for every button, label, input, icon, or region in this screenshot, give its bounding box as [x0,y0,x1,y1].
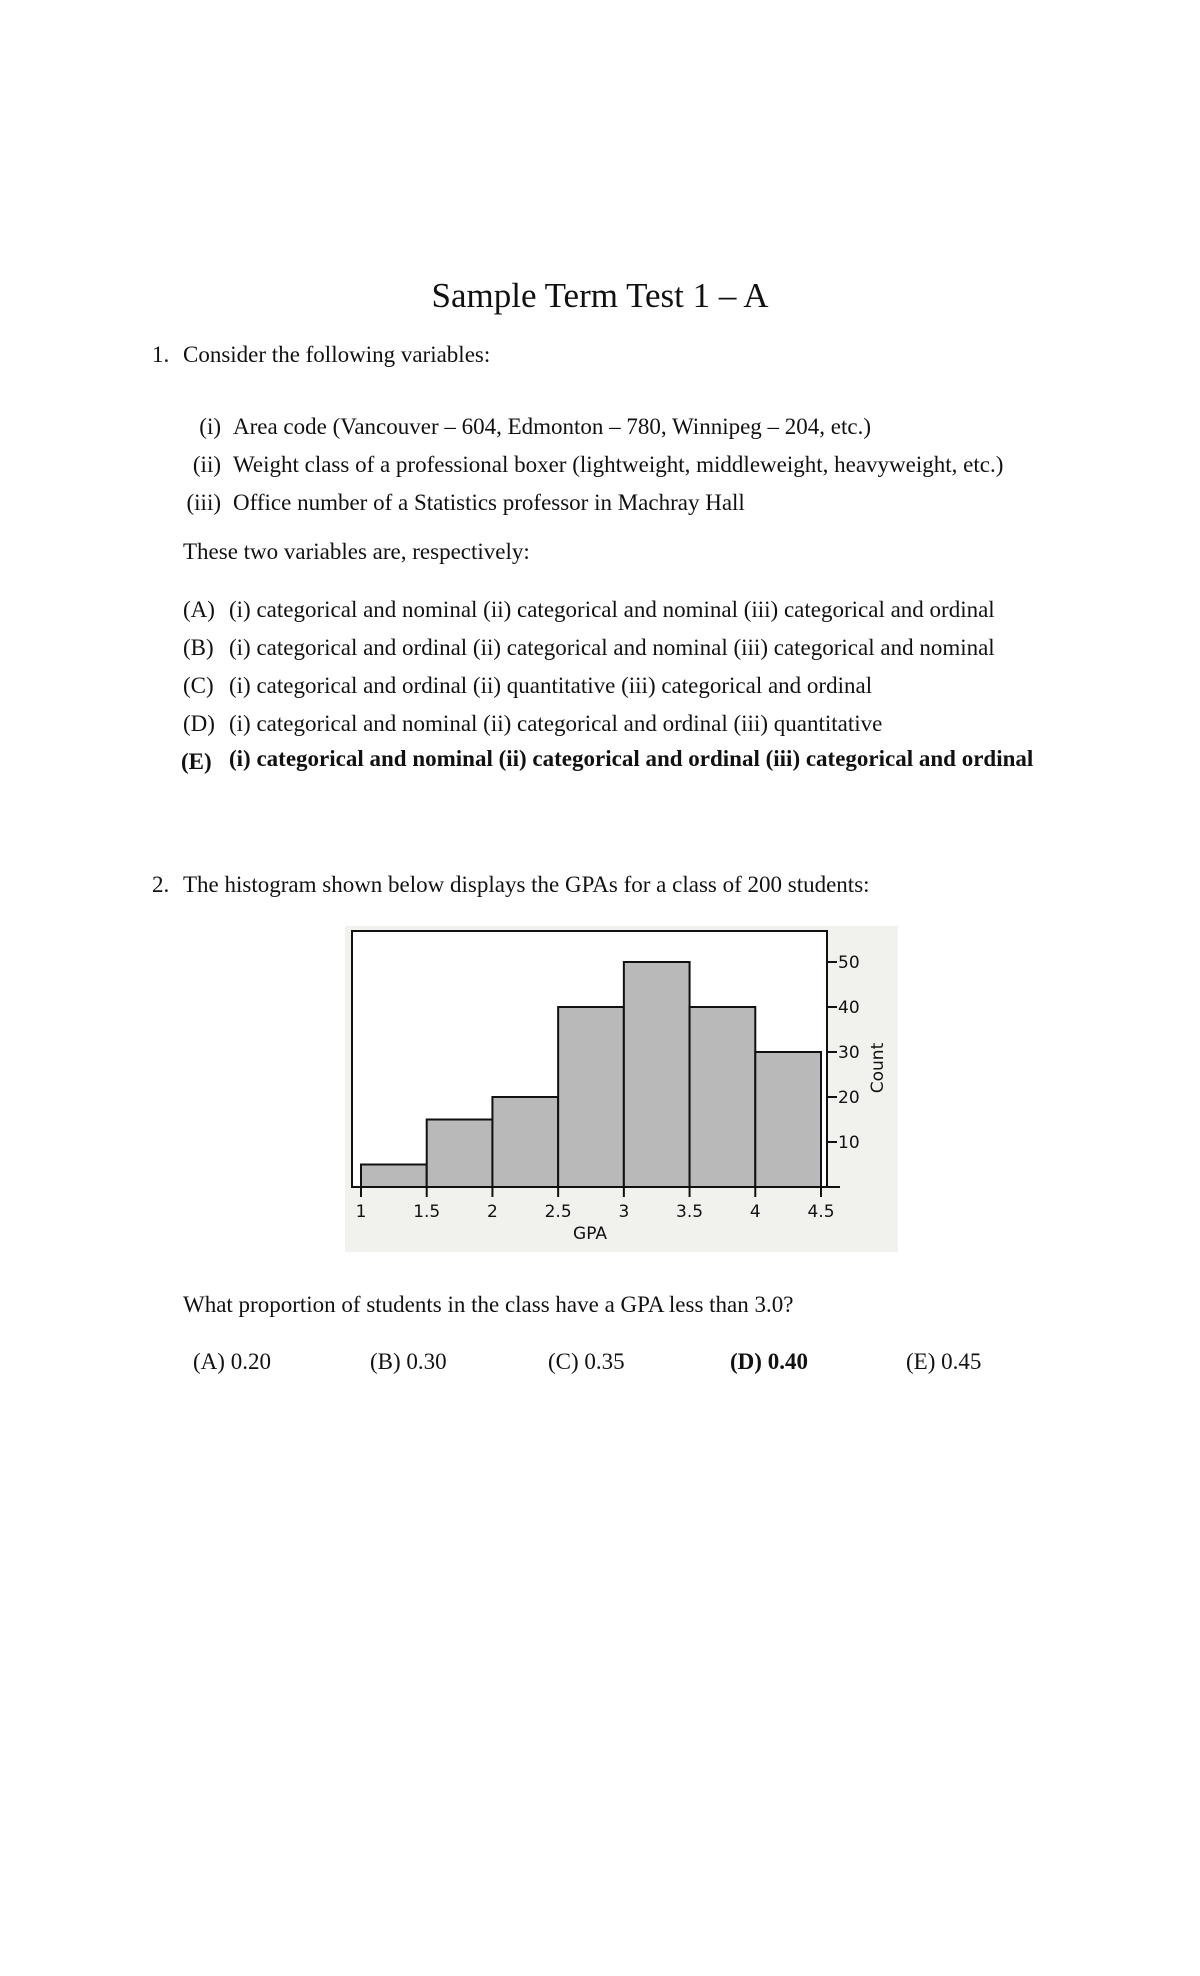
q1-item-text: Area code (Vancouver – 604, Edmonton – 7… [233,414,872,439]
q2-option-text: 0.20 [230,1349,271,1374]
x-tick-label: 1 [356,1202,367,1222]
q1-item-text: Office number of a Statistics professor … [233,490,745,515]
x-tick-label: 4 [750,1202,761,1222]
q2-option-c: (C) 0.35 [548,1350,625,1373]
q1-option-text: (i) categorical and nominal (ii) categor… [229,711,883,736]
x-axis-label: GPA [573,1224,607,1244]
q2-option-text: 0.45 [941,1349,982,1374]
q2-option-b: (B) 0.30 [370,1350,447,1373]
histogram-bar [557,1006,625,1188]
q2-option-text: 0.30 [406,1349,447,1374]
q1-number: 1. [152,342,170,367]
y-tick-label: 30 [838,1043,860,1063]
y-tick-label: 10 [838,1133,860,1153]
q2-option-text: 0.35 [584,1349,625,1374]
histogram-bar [688,1006,757,1188]
x-tick-label: 3.5 [676,1202,703,1222]
q2-question: What proportion of students in the class… [183,1292,794,1317]
histogram-bar [622,961,691,1188]
q1-option-text-correct: (i) categorical and nominal (ii) categor… [229,746,1034,771]
q2-option-label: (D) [730,1349,762,1374]
q1-option-label: (C) [183,673,214,698]
q2-option-e: (E) 0.45 [906,1350,981,1373]
histogram-bar [360,1163,428,1188]
q2-option-label: (E) [906,1349,936,1374]
x-tick-label: 1.5 [413,1202,440,1222]
q2-option-text: 0.40 [767,1349,808,1374]
q2-option-a: (A) 0.20 [193,1350,271,1373]
q1-item-label: (i) [199,414,221,439]
q1-option-text: (i) categorical and ordinal (ii) categor… [229,635,995,660]
gpa-histogram: 1 1.5 2 2.5 3 3.5 4 4.5 10 20 30 40 50 GPA Count [345,926,898,1252]
q1-option-text: (i) categorical and nominal (ii) categor… [229,597,995,622]
q2-number: 2. [152,872,170,897]
q2-option-label: (A) [193,1349,225,1374]
histogram-svg: 1 1.5 2 2.5 3 3.5 4 4.5 10 20 30 40 50 GPA Count [351,930,888,1244]
x-tick-label: 4.5 [807,1202,834,1222]
histogram-bar [425,1118,494,1188]
histogram-bar [491,1096,560,1188]
q2-option-d-correct: (D) 0.40 [730,1350,808,1373]
q1-followup: These two variables are, respectively: [183,539,530,564]
q1-option-label: (B) [183,635,214,660]
y-tick-label: 40 [838,998,860,1018]
q2-option-label: (B) [370,1349,401,1374]
y-axis-label: Count [868,1042,888,1093]
q2-prompt: The histogram shown below displays the G… [183,872,870,897]
y-tick-label: 50 [838,953,860,973]
page-title: Sample Term Test 1 – A [431,276,769,315]
q1-option-text: (i) categorical and ordinal (ii) quantit… [229,673,873,698]
x-tick-label: 3 [618,1202,629,1222]
q1-option-label: (A) [183,597,215,622]
q1-option-label: (D) [183,711,215,736]
x-tick-label: 2 [487,1202,498,1222]
q1-prompt: Consider the following variables: [183,342,491,367]
q1-item-label: (iii) [186,490,222,515]
q1-option-label-correct: (E) [181,749,212,774]
histogram-bar [754,1051,822,1188]
q1-item-label: (ii) [192,452,221,477]
q1-item-text: Weight class of a professional boxer (li… [233,452,1004,477]
x-tick-label: 2.5 [545,1202,572,1222]
q2-option-label: (C) [548,1349,579,1374]
y-tick-label: 20 [838,1088,860,1108]
